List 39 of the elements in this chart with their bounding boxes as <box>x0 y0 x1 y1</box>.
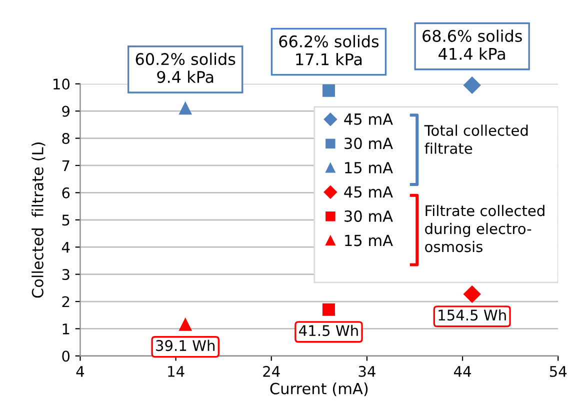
legend-label: 15 mA <box>345 162 393 174</box>
point <box>322 84 335 97</box>
annotation: 41.5 Wh <box>299 324 358 336</box>
y-tick-label: 6 <box>62 187 70 198</box>
point <box>464 286 481 303</box>
y-tick-label: 10 <box>54 78 70 90</box>
legend-label: 30 mA <box>344 138 393 150</box>
annotation: Total collected filtrate <box>424 124 528 154</box>
legend-label: 45 mA <box>344 186 393 198</box>
point <box>179 318 192 331</box>
annotation: 68.6% solids 41.4 kPa <box>422 30 522 60</box>
x-axis-title: Current (mA) <box>270 382 368 396</box>
y-tick-label: 5 <box>62 214 70 226</box>
x-tick-label: 34 <box>358 366 376 377</box>
legend-label: 45 mA <box>344 114 393 125</box>
y-tick-label: 1 <box>62 324 70 334</box>
point <box>179 102 192 115</box>
legend-label: 15 mA <box>345 234 393 246</box>
annotation: 60.2% solids 9.4 kPa <box>136 52 236 84</box>
point <box>322 303 335 316</box>
legend-label: 30 mA <box>344 210 393 222</box>
y-tick-label: 9 <box>62 106 70 117</box>
y-tick-label: 4 <box>62 242 70 253</box>
y-tick-label: 0 <box>62 350 70 362</box>
x-tick-label: 24 <box>263 366 280 377</box>
x-tick-label: 14 <box>168 366 184 377</box>
point <box>464 76 481 94</box>
annotation: Filtrate collected during electro- osmosis <box>425 204 544 252</box>
y-tick-label: 8 <box>62 132 70 144</box>
y-tick-label: 3 <box>62 269 70 280</box>
annotation: 39.1 Wh <box>156 340 214 352</box>
x-tick-label: 54 <box>550 366 567 377</box>
x-tick-label: 44 <box>454 366 471 377</box>
annotation: 66.2% solids 17.1 kPa <box>279 35 379 66</box>
x-tick-label: 4 <box>76 366 84 377</box>
y-tick-label: 2 <box>62 296 70 308</box>
annotation: 154.5 Wh <box>438 309 506 321</box>
y-tick-label: 7 <box>62 160 70 172</box>
y-axis-title: Collected filtrate (L) <box>32 142 46 298</box>
